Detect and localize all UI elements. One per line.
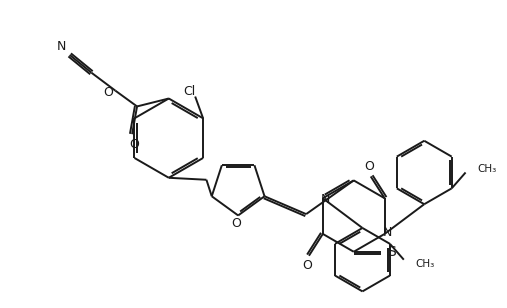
Text: O: O	[364, 160, 374, 173]
Text: O: O	[302, 259, 312, 272]
Text: CH₃: CH₃	[416, 259, 435, 269]
Text: CH₃: CH₃	[478, 164, 497, 173]
Text: O: O	[231, 217, 241, 230]
Text: O: O	[129, 138, 139, 151]
Text: Cl: Cl	[183, 85, 195, 98]
Text: N: N	[383, 226, 392, 239]
Text: N: N	[57, 40, 66, 54]
Text: O: O	[103, 86, 113, 99]
Text: S: S	[387, 245, 396, 259]
Text: N: N	[321, 193, 331, 206]
